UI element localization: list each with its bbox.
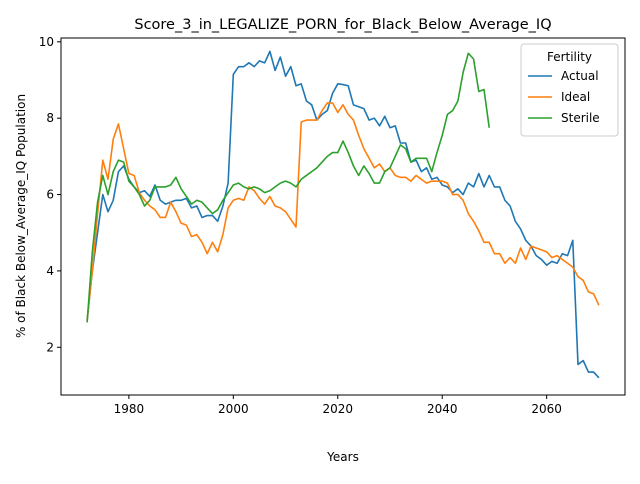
- y-tick-label: 8: [46, 111, 54, 125]
- x-tick-label: 2040: [427, 402, 458, 416]
- x-tick-label: 1980: [114, 402, 145, 416]
- axes-layer: 1980 2000 2020 2040 2060 2 4 6 8 10: [39, 35, 562, 416]
- chart-title: Score_3_in_LEGALIZE_PORN_for_Black_Below…: [134, 17, 551, 33]
- legend: Fertility Actual Ideal Sterile: [520, 43, 619, 137]
- x-tick-label: 2020: [323, 402, 354, 416]
- legend-box: [520, 43, 619, 137]
- legend-label-ideal: Ideal: [561, 90, 590, 104]
- x-axis-label: Years: [326, 450, 359, 464]
- y-tick-label: 2: [46, 340, 54, 354]
- plot-area-frame: [60, 37, 626, 396]
- x-tick-label: 2060: [531, 402, 562, 416]
- y-tick-label: 6: [46, 188, 54, 202]
- legend-items: Actual Ideal Sterile: [528, 69, 600, 125]
- series-line-ideal: [86, 102, 600, 321]
- y-tick-label: 10: [39, 35, 54, 49]
- y-axis-label: % of Black Below_Average_IQ Population: [14, 94, 28, 338]
- series-layer: [86, 50, 600, 379]
- series-line-sterile: [86, 52, 491, 323]
- legend-label-sterile: Sterile: [561, 111, 600, 125]
- legend-title: Fertility: [547, 50, 592, 64]
- x-tick-label: 2000: [218, 402, 249, 416]
- y-tick-label: 4: [46, 264, 54, 278]
- legend-label-actual: Actual: [561, 69, 599, 83]
- series-line-actual: [86, 50, 600, 379]
